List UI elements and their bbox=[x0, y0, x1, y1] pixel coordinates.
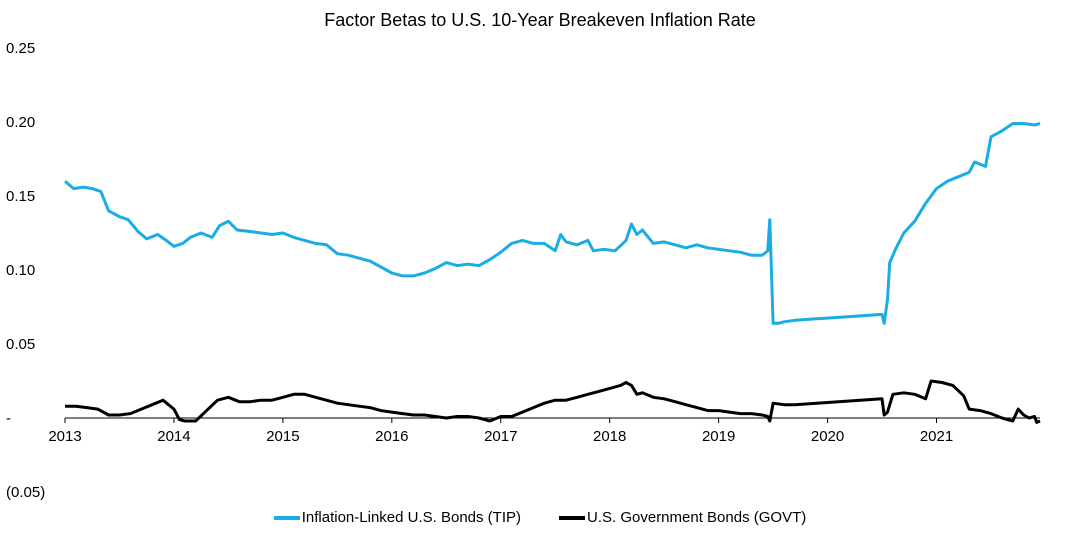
series-layer bbox=[64, 122, 1041, 424]
legend-swatch-govt bbox=[559, 515, 585, 520]
chart-title: Factor Betas to U.S. 10-Year Breakeven I… bbox=[324, 10, 756, 30]
legend: Inflation-Linked U.S. Bonds (TIP) U.S. G… bbox=[0, 509, 1080, 526]
x-axis-tick-labels: 2013 2014 2015 2016 2017 2018 2019 2020 2021 bbox=[48, 418, 953, 445]
line-chart: (0.05) - 0.05 0.10 0.15 0.20 0.25 2013 2014 2015… bbox=[6, 40, 1041, 500]
legend-item-tip: Inflation-Linked U.S. Bonds (TIP) bbox=[273, 509, 521, 526]
x-tick-label: 2018 bbox=[593, 428, 626, 445]
legend-item-govt: U.S. Government Bonds (GOVT) bbox=[559, 509, 806, 526]
x-tick-label: 2014 bbox=[157, 428, 190, 445]
y-tick-label: 0.10 bbox=[6, 262, 35, 279]
legend-label-govt: U.S. Government Bonds (GOVT) bbox=[587, 509, 807, 526]
y-tick-label: (0.05) bbox=[6, 484, 45, 500]
legend-swatch-tip bbox=[273, 515, 300, 520]
x-tick-label: 2021 bbox=[920, 428, 953, 445]
y-axis-tick-labels: (0.05) - 0.05 0.10 0.15 0.20 0.25 bbox=[6, 40, 45, 500]
x-tick-label: 2020 bbox=[811, 428, 844, 445]
series-line-tip bbox=[64, 122, 1041, 325]
x-tick-label: 2017 bbox=[484, 428, 517, 445]
x-tick-label: 2016 bbox=[375, 428, 408, 445]
y-tick-label: 0.15 bbox=[6, 188, 35, 205]
y-tick-label: 0.25 bbox=[6, 40, 35, 57]
y-tick-label: - bbox=[6, 410, 11, 427]
y-tick-label: 0.05 bbox=[6, 336, 35, 353]
y-tick-label: 0.20 bbox=[6, 114, 35, 131]
x-tick-label: 2013 bbox=[48, 428, 81, 445]
x-tick-label: 2015 bbox=[266, 428, 299, 445]
legend-label-tip: Inflation-Linked U.S. Bonds (TIP) bbox=[301, 509, 521, 526]
x-tick-label: 2019 bbox=[702, 428, 735, 445]
series-line-govt bbox=[65, 379, 1041, 424]
